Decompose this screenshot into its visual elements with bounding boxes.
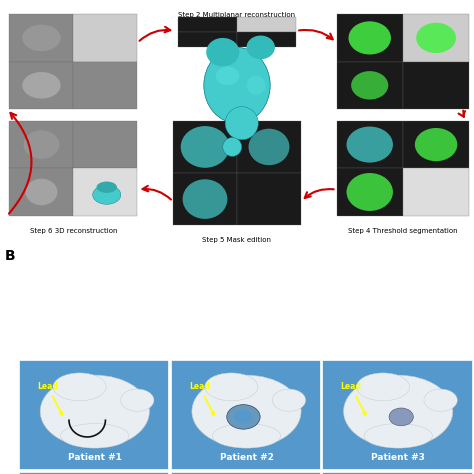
Text: Patient #3: Patient #3 bbox=[371, 453, 425, 462]
Ellipse shape bbox=[212, 424, 281, 448]
Ellipse shape bbox=[348, 21, 391, 55]
Bar bbox=[171, 472, 320, 474]
Text: Step 2 Multiplanar reconstruction: Step 2 Multiplanar reconstruction bbox=[178, 12, 296, 18]
Ellipse shape bbox=[26, 179, 57, 205]
Bar bbox=[237, 17, 296, 32]
Ellipse shape bbox=[344, 375, 453, 447]
Ellipse shape bbox=[424, 389, 457, 411]
Ellipse shape bbox=[346, 173, 393, 211]
Bar bbox=[337, 168, 403, 216]
Ellipse shape bbox=[346, 127, 393, 163]
Ellipse shape bbox=[61, 424, 129, 448]
Ellipse shape bbox=[246, 76, 265, 95]
Bar bbox=[19, 472, 168, 474]
Bar bbox=[0, 0, 474, 246]
Ellipse shape bbox=[205, 373, 258, 401]
Ellipse shape bbox=[192, 375, 301, 447]
FancyArrowPatch shape bbox=[458, 110, 465, 117]
Text: Lead: Lead bbox=[37, 382, 62, 415]
Ellipse shape bbox=[53, 373, 106, 401]
Ellipse shape bbox=[234, 410, 253, 424]
Bar bbox=[337, 121, 403, 168]
Ellipse shape bbox=[416, 23, 456, 53]
Text: Patient #1: Patient #1 bbox=[68, 453, 122, 462]
Bar bbox=[178, 17, 237, 32]
Bar bbox=[403, 14, 469, 62]
Ellipse shape bbox=[204, 47, 270, 123]
Bar bbox=[173, 121, 237, 173]
Text: Step 4 Threshold segmentation: Step 4 Threshold segmentation bbox=[348, 228, 458, 234]
Bar bbox=[9, 62, 73, 109]
Bar bbox=[237, 173, 301, 225]
Bar bbox=[403, 168, 469, 216]
Text: Lead: Lead bbox=[189, 382, 214, 415]
Ellipse shape bbox=[223, 137, 242, 156]
Bar bbox=[237, 32, 296, 47]
Ellipse shape bbox=[248, 128, 290, 165]
Ellipse shape bbox=[22, 25, 61, 51]
Ellipse shape bbox=[206, 38, 239, 66]
FancyArrowPatch shape bbox=[9, 113, 31, 214]
Ellipse shape bbox=[389, 408, 413, 426]
Bar bbox=[173, 173, 237, 225]
FancyArrowPatch shape bbox=[143, 186, 171, 200]
Text: Step 1 Preprocedural CT Images: Step 1 Preprocedural CT Images bbox=[18, 121, 129, 127]
Ellipse shape bbox=[24, 130, 59, 159]
Bar bbox=[403, 121, 469, 168]
Ellipse shape bbox=[415, 128, 457, 161]
Ellipse shape bbox=[246, 36, 275, 59]
Ellipse shape bbox=[93, 185, 121, 204]
Bar bbox=[73, 14, 137, 62]
Ellipse shape bbox=[182, 179, 228, 219]
Text: Patient #2: Patient #2 bbox=[219, 453, 273, 462]
Text: Lead: Lead bbox=[340, 382, 365, 415]
Ellipse shape bbox=[272, 389, 306, 411]
Ellipse shape bbox=[120, 389, 154, 411]
Bar bbox=[9, 168, 73, 216]
Bar bbox=[178, 32, 237, 47]
Text: Step 3 Initial segmentation: Step 3 Initial segmentation bbox=[356, 121, 450, 127]
Ellipse shape bbox=[356, 373, 410, 401]
Bar bbox=[73, 168, 137, 216]
Bar bbox=[171, 360, 320, 469]
Text: B: B bbox=[5, 249, 15, 263]
Bar bbox=[322, 472, 472, 474]
Bar bbox=[19, 360, 168, 469]
Bar bbox=[9, 14, 73, 62]
Bar bbox=[337, 62, 403, 109]
Bar bbox=[322, 360, 472, 469]
Bar bbox=[403, 62, 469, 109]
Ellipse shape bbox=[351, 71, 388, 100]
Bar bbox=[337, 14, 403, 62]
Bar bbox=[73, 121, 137, 168]
Ellipse shape bbox=[181, 126, 229, 168]
Ellipse shape bbox=[40, 375, 149, 447]
Text: Step 6 3D reconstruction: Step 6 3D reconstruction bbox=[30, 228, 117, 234]
FancyArrowPatch shape bbox=[139, 27, 170, 41]
Bar bbox=[73, 62, 137, 109]
Text: Step 5 Mask edition: Step 5 Mask edition bbox=[202, 237, 272, 243]
Ellipse shape bbox=[216, 66, 239, 85]
Bar bbox=[9, 121, 73, 168]
Ellipse shape bbox=[227, 405, 260, 429]
Ellipse shape bbox=[22, 72, 61, 99]
FancyArrowPatch shape bbox=[305, 189, 334, 198]
Bar bbox=[237, 121, 301, 173]
FancyArrowPatch shape bbox=[299, 30, 333, 39]
Ellipse shape bbox=[97, 182, 117, 193]
Ellipse shape bbox=[225, 107, 258, 140]
Ellipse shape bbox=[364, 424, 432, 448]
